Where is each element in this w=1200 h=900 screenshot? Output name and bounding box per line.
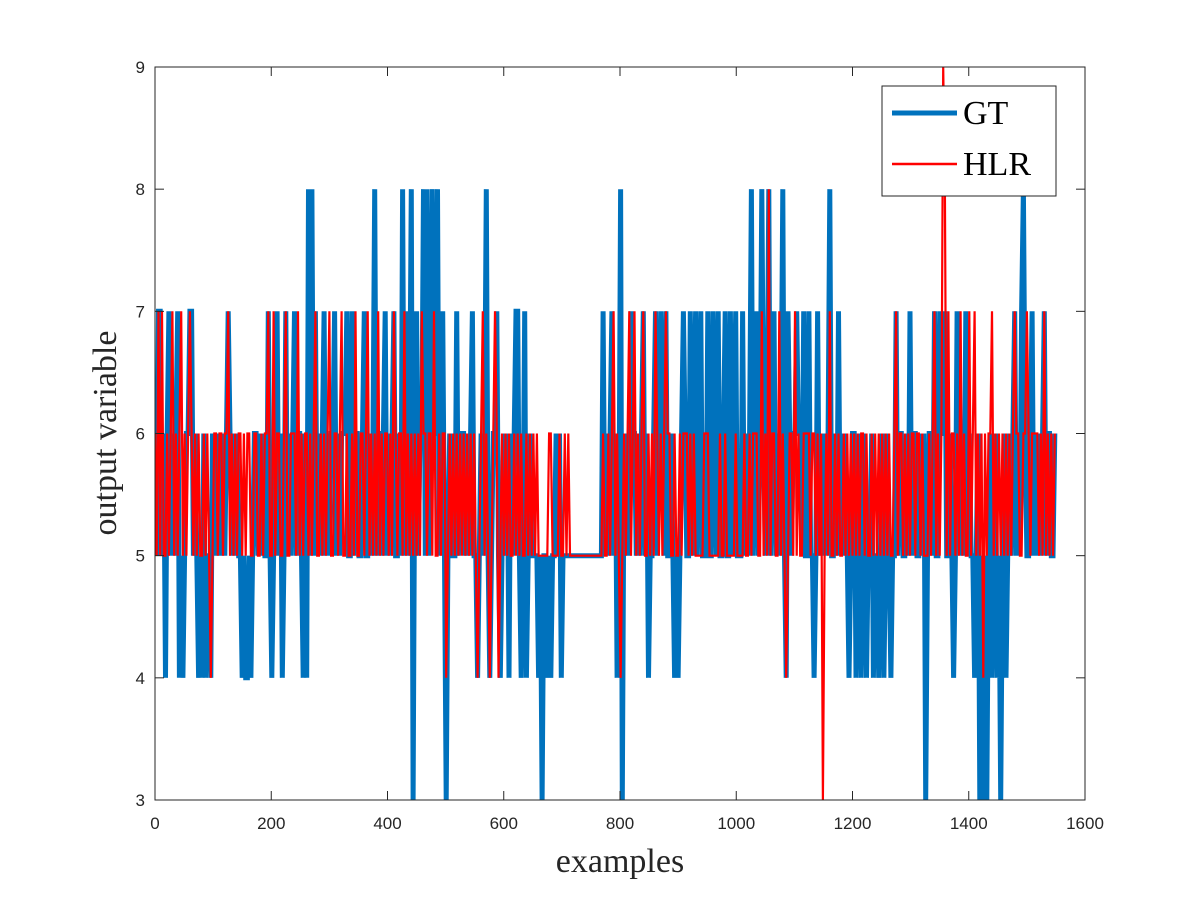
legend-label-gt: GT — [963, 95, 1009, 132]
x-axis-ticks: 0 200 400 600 800 1000 1200 1400 1600 — [150, 67, 1104, 833]
series-line-hlr — [155, 67, 1056, 800]
x-tick-label: 400 — [373, 814, 401, 833]
y-axis-ticks: 3 4 5 6 7 8 9 — [136, 58, 1085, 810]
x-tick-label: 0 — [150, 814, 159, 833]
y-tick-label: 8 — [136, 180, 145, 199]
y-tick-label: 3 — [136, 791, 145, 810]
x-tick-label: 800 — [606, 814, 634, 833]
series-layer — [155, 67, 1058, 800]
y-tick-label: 9 — [136, 58, 145, 77]
legend-box — [881, 85, 1057, 197]
y-tick-label: 5 — [136, 547, 145, 566]
y-axis-label: output variable — [87, 331, 124, 536]
x-tick-label: 600 — [490, 814, 518, 833]
x-tick-label: 1200 — [834, 814, 872, 833]
legend-label-hlr: HLR — [963, 146, 1031, 183]
legend[interactable]: GT HLR — [881, 85, 1057, 197]
x-axis-label: examples — [556, 843, 684, 880]
x-tick-label: 1400 — [950, 814, 988, 833]
x-tick-label: 200 — [257, 814, 285, 833]
y-tick-label: 7 — [136, 302, 145, 321]
x-tick-label: 1600 — [1066, 814, 1104, 833]
y-tick-label: 6 — [136, 425, 145, 444]
y-tick-label: 4 — [136, 669, 145, 688]
x-tick-label: 1000 — [717, 814, 755, 833]
